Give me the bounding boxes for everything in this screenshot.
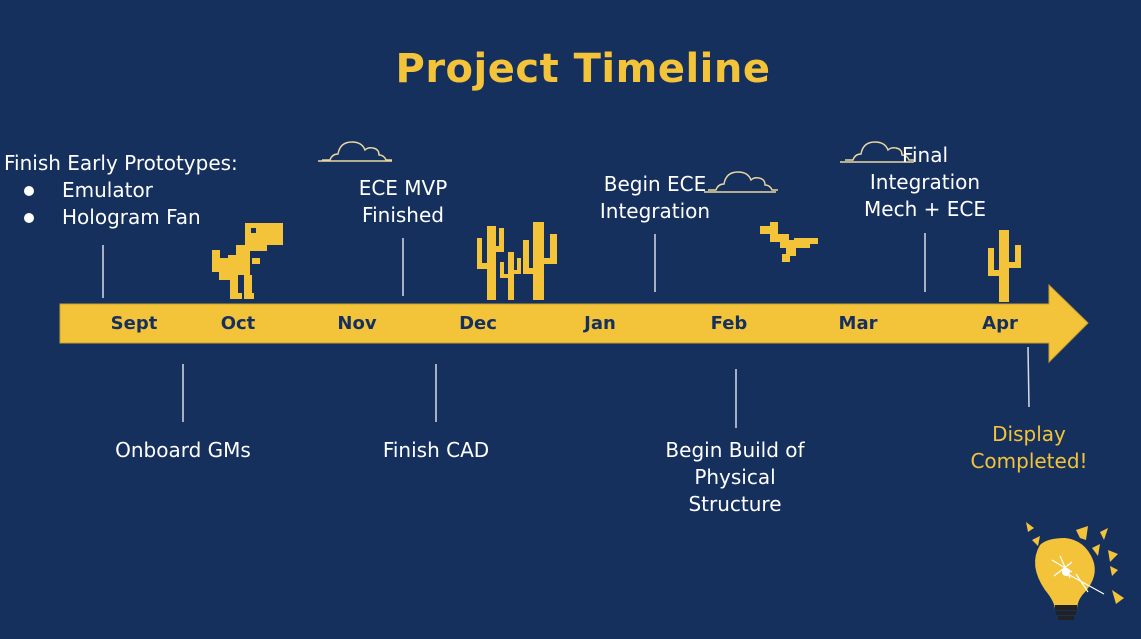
month-label-sept: Sept bbox=[110, 313, 158, 334]
pterodactyl-icon bbox=[760, 222, 818, 262]
cloud-icon bbox=[704, 171, 778, 193]
event-mar-line3: Mech + ECE bbox=[864, 197, 986, 221]
event-feb-line2: Physical bbox=[694, 465, 776, 489]
list-item: Emulator bbox=[4, 177, 238, 204]
event-jan-line2: Integration bbox=[599, 199, 711, 223]
month-label-dec: Dec bbox=[459, 313, 497, 334]
month-label-oct: Oct bbox=[220, 313, 256, 334]
event-apr-line2: Completed! bbox=[970, 449, 1088, 473]
list-item: Hologram Fan bbox=[4, 204, 238, 231]
event-sept-heading: Finish Early Prototypes: bbox=[4, 151, 238, 175]
cactus-icon bbox=[523, 222, 557, 300]
month-label-jan: Jan bbox=[584, 313, 616, 334]
cloud-icon bbox=[840, 141, 915, 163]
month-label-mar: Mar bbox=[838, 313, 878, 334]
month-label-nov: Nov bbox=[337, 313, 377, 334]
event-feb-line1: Begin Build of bbox=[665, 438, 805, 462]
event-mar-line2: Integration bbox=[869, 170, 981, 194]
cactus-icon bbox=[988, 230, 1021, 302]
cactus-icon bbox=[500, 252, 521, 300]
event-mar: Final Integration Mech + ECE bbox=[850, 142, 1000, 223]
cactus-icon bbox=[477, 226, 504, 300]
month-label-apr: Apr bbox=[982, 313, 1018, 334]
event-apr: Display Completed! bbox=[954, 421, 1104, 475]
event-sept: Finish Early Prototypes: Emulator Hologr… bbox=[4, 150, 238, 231]
cloud-icon bbox=[318, 141, 392, 162]
event-feb: Begin Build of Physical Structure bbox=[645, 437, 825, 518]
lightbulb-logo bbox=[1026, 522, 1124, 620]
event-nov-line2: Finished bbox=[362, 203, 444, 227]
event-sept-list: Emulator Hologram Fan bbox=[4, 177, 238, 231]
event-nov-line1: ECE MVP bbox=[358, 176, 448, 200]
event-apr-line1: Display bbox=[992, 422, 1066, 446]
timeline-arrow bbox=[59, 283, 1089, 364]
event-jan-line1: Begin ECE bbox=[603, 172, 707, 196]
event-jan: Begin ECE Integration bbox=[580, 171, 730, 225]
event-dec: Finish CAD bbox=[382, 438, 490, 462]
connector-line-apr bbox=[1027, 346, 1030, 408]
dinosaur-icon bbox=[212, 223, 283, 299]
event-nov: ECE MVP Finished bbox=[333, 175, 473, 229]
event-mar-line1: Final bbox=[901, 143, 949, 167]
month-label-feb: Feb bbox=[710, 313, 748, 334]
event-oct: Onboard GMs bbox=[115, 438, 251, 462]
page-title: Project Timeline bbox=[395, 46, 771, 92]
event-feb-line3: Structure bbox=[688, 492, 782, 516]
